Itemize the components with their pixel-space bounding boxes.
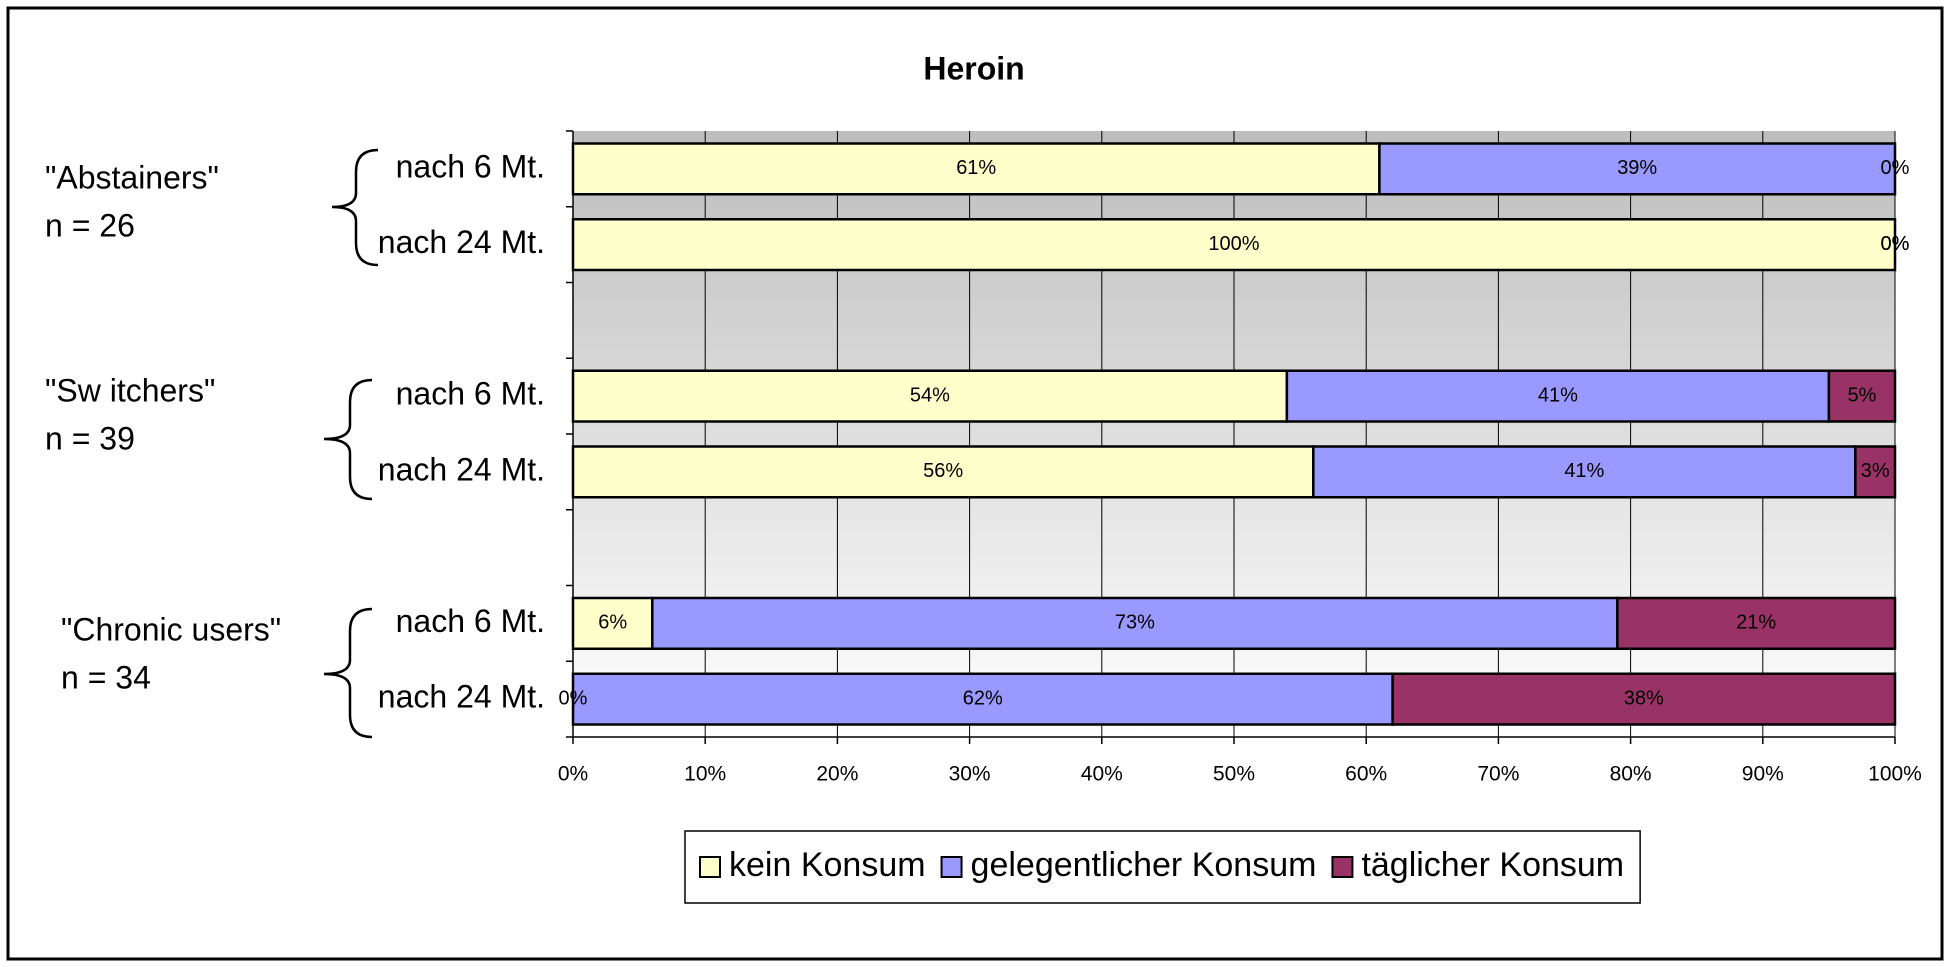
x-tick-label: 50% bbox=[1213, 763, 1255, 786]
brace bbox=[323, 607, 373, 739]
data-label: 41% bbox=[1538, 384, 1578, 406]
x-tick-label: 60% bbox=[1345, 763, 1387, 786]
x-tick-label: 0% bbox=[558, 763, 588, 786]
bar-segment bbox=[1378, 142, 1897, 196]
group-label: "Sw itchers" bbox=[45, 372, 215, 408]
x-tick-label: 80% bbox=[1610, 763, 1652, 786]
bar-segment bbox=[1391, 672, 1897, 726]
legend: kein Konsum gelegentlicher Konsum tägliche… bbox=[684, 830, 1641, 904]
legend-box bbox=[684, 830, 1641, 904]
data-label: 56% bbox=[923, 460, 963, 482]
bar-segment bbox=[571, 217, 1897, 272]
legend-swatch bbox=[699, 856, 721, 878]
brace bbox=[331, 148, 379, 267]
chart-title: Heroin bbox=[923, 50, 1024, 86]
data-label: 5% bbox=[1847, 384, 1876, 406]
x-tick-label: 100% bbox=[1868, 763, 1922, 786]
brace bbox=[323, 378, 373, 501]
y-tick-label: nach 24 Mt. bbox=[378, 451, 545, 487]
data-label: 3% bbox=[1861, 460, 1890, 482]
y-tick-label: nach 24 Mt. bbox=[378, 679, 545, 715]
data-label: 73% bbox=[1115, 612, 1155, 634]
legend-label: kein Konsum bbox=[729, 846, 926, 884]
data-label: 100% bbox=[1208, 233, 1259, 255]
legend-swatch bbox=[940, 856, 963, 878]
bar-segment bbox=[1285, 369, 1831, 423]
bar-segment bbox=[1854, 445, 1897, 499]
bar-segment bbox=[571, 369, 1289, 423]
data-label: 0% bbox=[1881, 157, 1910, 179]
y-tick-label: nach 6 Mt. bbox=[396, 603, 545, 639]
x-tick-label: 20% bbox=[816, 763, 858, 786]
x-tick-label: 30% bbox=[949, 763, 991, 786]
y-tick-label: nach 6 Mt. bbox=[396, 376, 545, 412]
data-label: 0% bbox=[559, 687, 588, 709]
group-label: "Chronic users" bbox=[61, 611, 281, 647]
group-n: n = 26 bbox=[45, 207, 135, 243]
bar-segment bbox=[1616, 596, 1897, 651]
legend-label: gelegentlicher Konsum bbox=[971, 846, 1317, 884]
data-label: 54% bbox=[910, 384, 950, 406]
data-label: 41% bbox=[1564, 460, 1604, 482]
x-tick-label: 70% bbox=[1477, 763, 1519, 786]
data-label: 61% bbox=[956, 157, 996, 179]
data-label: 0% bbox=[1881, 233, 1910, 255]
bar-segment bbox=[1827, 369, 1897, 423]
y-tick-label: nach 6 Mt. bbox=[396, 148, 545, 184]
y-tick-label: nach 24 Mt. bbox=[378, 224, 545, 260]
group-label: "Abstainers" bbox=[45, 159, 219, 195]
data-label: 38% bbox=[1624, 687, 1664, 709]
group-n: n = 34 bbox=[61, 659, 151, 695]
data-label: 21% bbox=[1736, 612, 1776, 634]
x-tick-label: 90% bbox=[1742, 763, 1784, 786]
bar-segment bbox=[1312, 445, 1857, 499]
data-label: 62% bbox=[963, 687, 1003, 709]
x-tick-label: 10% bbox=[684, 763, 726, 786]
data-label: 6% bbox=[598, 612, 627, 634]
x-tick-label: 40% bbox=[1081, 763, 1123, 786]
legend-swatch bbox=[1331, 856, 1354, 878]
group-n: n = 39 bbox=[45, 420, 135, 456]
data-label: 39% bbox=[1617, 157, 1657, 179]
data-label: 0% bbox=[1881, 233, 1910, 255]
braces bbox=[323, 148, 379, 739]
legend-label: täglicher Konsum bbox=[1361, 846, 1624, 884]
